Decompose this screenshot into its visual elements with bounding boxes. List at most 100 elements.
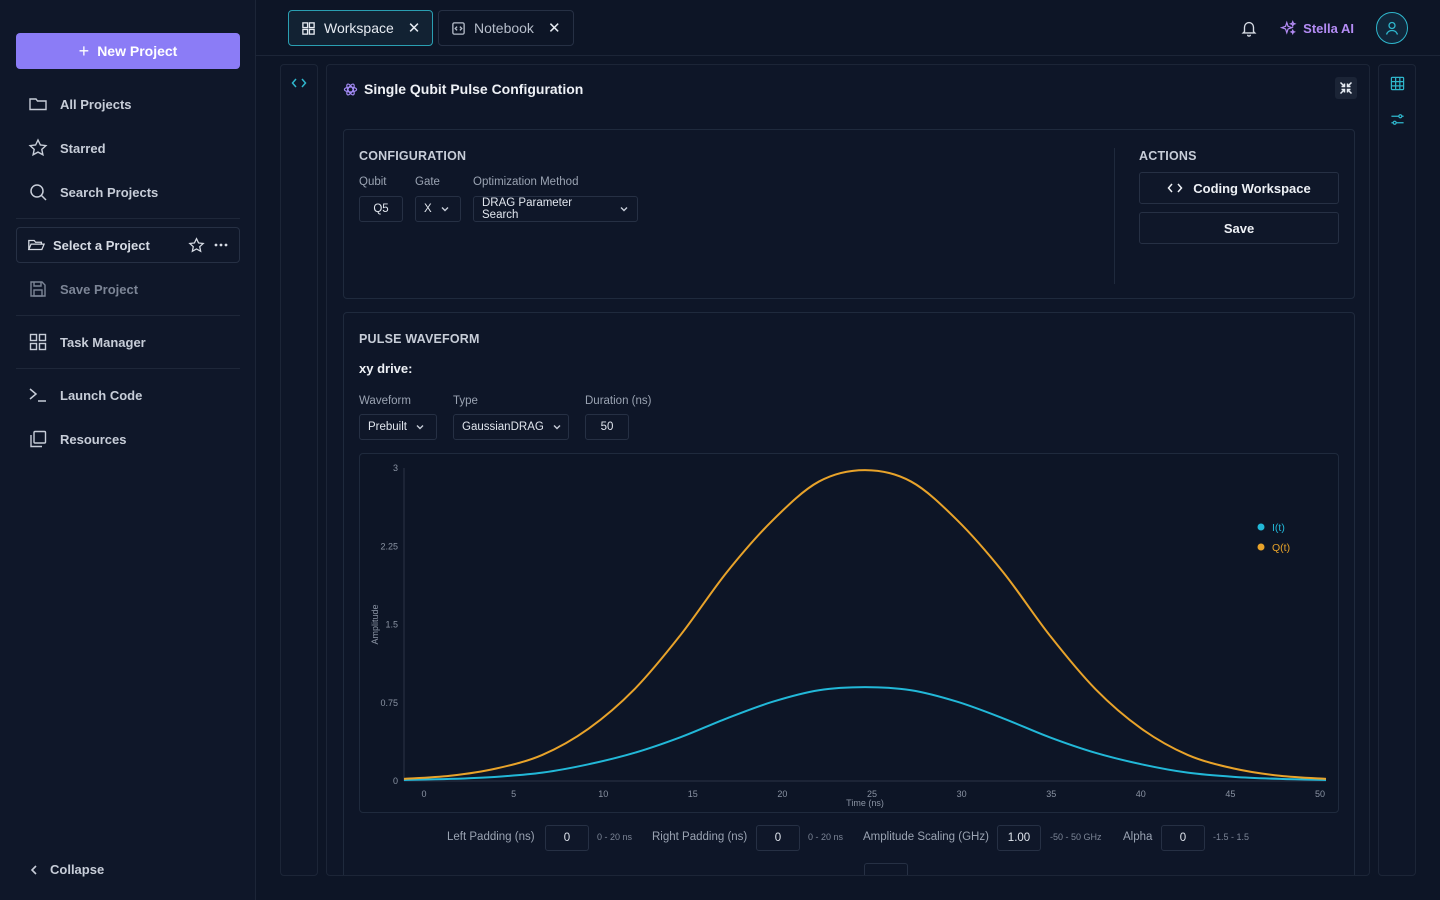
chevron-down-icon [440, 204, 450, 214]
tools-rail [1378, 64, 1416, 876]
legend-marker [1257, 523, 1265, 531]
close-icon[interactable]: ✕ [407, 20, 421, 37]
optimization-method-select[interactable]: DRAG Parameter Search [473, 196, 638, 222]
collapse-button[interactable]: Collapse [28, 862, 104, 877]
chevron-left-icon [28, 864, 40, 876]
close-icon[interactable]: ✕ [547, 20, 561, 37]
coding-workspace-label: Coding Workspace [1193, 180, 1311, 196]
atom-icon [343, 82, 358, 97]
save-label: Save [1223, 220, 1255, 236]
amplitude-scaling-label: Amplitude Scaling (GHz) [863, 831, 989, 843]
alpha-label: Alpha [1123, 831, 1153, 843]
legend-label: I(t) [1272, 522, 1285, 534]
divider [16, 218, 240, 219]
waveform-select[interactable]: Prebuilt [359, 414, 437, 440]
optimization-method-label: Optimization Method [473, 176, 579, 188]
xy-drive-label: xy drive: [359, 361, 413, 376]
type-value: GaussianDRAG [462, 421, 544, 433]
y-tick-label: 1.5 [385, 620, 398, 630]
alpha-value: 0 [1179, 832, 1187, 844]
right-padding-input[interactable]: 0 [756, 825, 800, 851]
sidebar-item-save-project[interactable]: Save Project [28, 279, 138, 299]
sidebar-item-search-projects[interactable]: Search Projects [28, 182, 158, 202]
x-tick-label: 40 [1136, 789, 1146, 799]
star-icon[interactable] [188, 236, 205, 254]
left-padding-label: Left Padding (ns) [447, 831, 535, 843]
sidebar-item-starred[interactable]: Starred [28, 138, 106, 158]
x-tick-label: 30 [957, 789, 967, 799]
pulse-parameters-row: Left Padding (ns) 0 0 - 20 ns Right Padd… [344, 825, 1354, 851]
grid-icon [28, 332, 48, 352]
stella-ai-label: Stella AI [1303, 20, 1354, 36]
gate-label: Gate [415, 176, 440, 188]
sidebar-item-label: Starred [60, 140, 106, 156]
chevron-down-icon [619, 204, 629, 214]
tab-workspace[interactable]: Workspace ✕ [288, 10, 434, 46]
amplitude-scaling-range: -50 - 50 GHz [1050, 832, 1102, 842]
header-actions: Stella AI [1240, 12, 1408, 44]
select-project-dropdown[interactable]: Select a Project [16, 227, 240, 263]
y-tick-label: 2.25 [380, 541, 398, 551]
collapse-label: Collapse [50, 862, 105, 877]
legend-marker [1257, 543, 1265, 551]
waveform-value: Prebuilt [368, 421, 407, 433]
waveform-label: Waveform [359, 395, 411, 407]
copy-icon [28, 429, 48, 449]
duration-input[interactable]: 50 [585, 414, 629, 440]
left-padding-input[interactable]: 0 [545, 825, 589, 851]
qubit-field[interactable]: Q5 [359, 196, 403, 222]
configuration-card: CONFIGURATION Qubit Q5 Gate X Optimizati… [343, 129, 1355, 299]
tab-notebook[interactable]: Notebook ✕ [438, 10, 574, 46]
x-tick-label: 20 [777, 789, 787, 799]
sliders-icon[interactable] [1390, 112, 1405, 127]
sidebar-item-all-projects[interactable]: All Projects [28, 94, 132, 114]
sidebar-item-label: Save Project [60, 281, 139, 297]
avatar[interactable] [1376, 12, 1408, 44]
code-icon [1167, 182, 1183, 194]
alpha-input[interactable]: 0 [1161, 825, 1205, 851]
bell-icon[interactable] [1240, 19, 1258, 37]
gate-select[interactable]: X [415, 196, 461, 222]
top-bar: Workspace ✕ Notebook ✕ Stella AI [256, 0, 1440, 56]
sidebar-item-task-manager[interactable]: Task Manager [28, 332, 146, 352]
terminal-icon [28, 385, 48, 405]
right-padding-range: 0 - 20 ns [808, 832, 844, 842]
coding-workspace-button[interactable]: Coding Workspace [1139, 172, 1339, 204]
save-icon [28, 279, 48, 299]
table-icon[interactable] [1390, 76, 1405, 91]
more-icon[interactable] [213, 237, 229, 253]
stella-ai-button[interactable]: Stella AI [1280, 19, 1354, 37]
tab-label: Workspace [324, 20, 394, 36]
tab-label: Notebook [474, 20, 534, 36]
sidebar-item-label: Launch Code [60, 387, 143, 403]
star-icon [28, 138, 48, 158]
gate-value: X [424, 203, 432, 215]
qubit-value: Q5 [373, 203, 389, 215]
grid-icon [301, 21, 316, 36]
sidebar-item-label: Task Manager [60, 334, 146, 350]
user-icon [1384, 20, 1400, 36]
x-tick-label: 25 [867, 789, 877, 799]
sidebar-item-resources[interactable]: Resources [28, 429, 126, 449]
y-tick-label: 0 [393, 776, 398, 786]
new-project-button[interactable]: + New Project [16, 33, 240, 69]
x-tick-label: 50 [1315, 789, 1325, 799]
sidebar-item-label: All Projects [60, 96, 132, 112]
x-tick-label: 0 [421, 789, 426, 799]
right-padding-label: Right Padding (ns) [652, 831, 748, 843]
sidebar-item-launch-code[interactable]: Launch Code [28, 385, 142, 405]
type-select[interactable]: GaussianDRAG [453, 414, 569, 440]
configuration-heading: CONFIGURATION [359, 149, 467, 163]
save-button[interactable]: Save [1139, 212, 1339, 244]
duration-value: 50 [600, 421, 614, 433]
alpha-range: -1.5 - 1.5 [1213, 832, 1250, 842]
amplitude-scaling-input[interactable]: 1.00 [997, 825, 1041, 851]
minimize-icon[interactable] [1335, 77, 1357, 99]
qubit-label: Qubit [359, 176, 387, 188]
amplitude-scaling-value: 1.00 [1007, 832, 1031, 844]
chevron-down-icon [415, 422, 425, 432]
select-project-label: Select a Project [53, 237, 150, 253]
add-drive-tab[interactable] [864, 863, 908, 875]
code-icon[interactable] [291, 76, 307, 90]
